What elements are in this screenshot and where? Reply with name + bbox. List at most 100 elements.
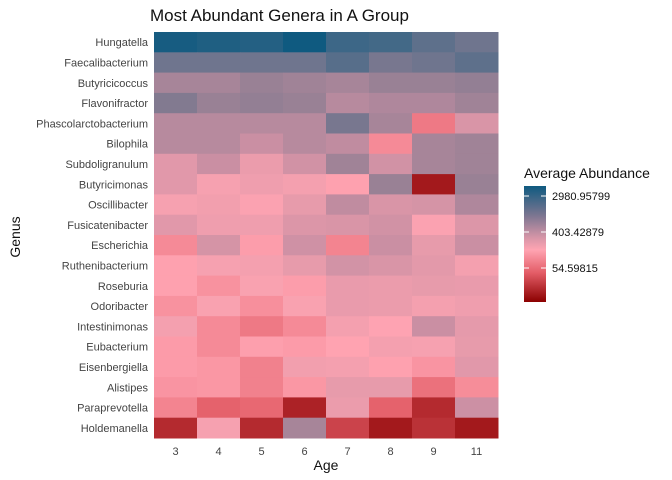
x-tick-label: 8: [387, 446, 393, 458]
heatmap-cell: [326, 52, 370, 74]
legend-tick-label: 403.42879: [552, 227, 604, 239]
heatmap-cell: [240, 275, 284, 297]
heatmap-cell: [154, 113, 198, 134]
heatmap-cell: [154, 336, 198, 358]
heatmap-cell: [369, 397, 413, 419]
y-axis-label: Genus: [7, 216, 23, 257]
heatmap-cell: [455, 417, 499, 439]
legend-tick-label: 2980.95799: [552, 191, 610, 203]
heatmap-cell: [412, 295, 456, 317]
y-tick-label: Oscillibacter: [88, 200, 148, 212]
y-tick-label: Escherichia: [91, 240, 149, 252]
x-tick-label: 6: [301, 446, 307, 458]
heatmap-cell: [197, 113, 241, 134]
heatmap-cell: [283, 133, 327, 155]
heatmap-cell: [197, 32, 241, 53]
heatmap-cell: [240, 336, 284, 358]
heatmap-cell: [369, 153, 413, 175]
heatmap-cell: [154, 52, 198, 74]
legend-tick-label: 54.59815: [552, 263, 598, 275]
heatmap-cell: [240, 92, 284, 114]
heatmap-cell: [283, 397, 327, 419]
legend-colorbar: [524, 186, 546, 302]
heatmap-cell: [197, 377, 241, 398]
heatmap-cell: [369, 32, 413, 53]
heatmap-cell: [369, 113, 413, 134]
heatmap-cell: [240, 113, 284, 134]
y-tick-label: Phascolarctobacterium: [36, 118, 148, 130]
heatmap-cell: [412, 133, 456, 155]
legend: Average Abundance 2980.95799 403.42879 54.…: [524, 165, 650, 302]
heatmap-cell: [240, 235, 284, 256]
x-axis-label: Age: [314, 457, 339, 473]
heatmap-cell: [369, 377, 413, 398]
heatmap-cell: [455, 336, 499, 358]
heatmap-cell: [455, 275, 499, 297]
heatmap-cell: [326, 113, 370, 134]
y-tick-label: Eubacterium: [86, 342, 148, 354]
y-tick-label: Fusicatenibacter: [67, 220, 148, 232]
y-tick-label: Butyricicoccus: [78, 78, 149, 90]
heatmap-cell: [283, 295, 327, 317]
heatmap-cell: [369, 235, 413, 256]
heatmap-cell: [412, 417, 456, 439]
heatmap-cell: [412, 255, 456, 277]
heatmap-cell: [240, 214, 284, 236]
heatmap-cell: [326, 174, 370, 195]
heatmap-cell: [154, 153, 198, 175]
heatmap-cell: [240, 174, 284, 195]
heatmap-cell: [240, 72, 284, 94]
heatmap-cell: [154, 417, 198, 439]
heatmap-cell: [412, 356, 456, 378]
heatmap-cell: [326, 214, 370, 236]
heatmap-cell: [197, 255, 241, 277]
heatmap-cell: [326, 235, 370, 256]
heatmap-cell: [455, 316, 499, 337]
heatmap-cell: [326, 377, 370, 398]
heatmap-cell: [455, 133, 499, 155]
x-tick-labels: 3 4 5 6 7 8 9 11: [172, 446, 482, 458]
heatmap-cell: [154, 275, 198, 297]
heatmap-cell: [369, 214, 413, 236]
heatmap-cell: [283, 316, 327, 337]
x-tick-label: 3: [172, 446, 178, 458]
heatmap-cell: [412, 52, 456, 74]
heatmap-cell: [455, 295, 499, 317]
heatmap-cell: [326, 72, 370, 94]
x-tick-label: 9: [430, 446, 436, 458]
heatmap-cell: [369, 295, 413, 317]
heatmap-cell: [369, 92, 413, 114]
heatmap-cell: [154, 32, 198, 53]
heatmap-cell: [283, 194, 327, 216]
y-tick-label: Hungatella: [95, 37, 148, 49]
heatmap-cell: [154, 295, 198, 317]
heatmap-cell: [326, 356, 370, 378]
heatmap-cell: [240, 356, 284, 378]
y-tick-label: Holdemanella: [81, 423, 149, 435]
heatmap-cell: [197, 174, 241, 195]
heatmap-cell: [369, 356, 413, 378]
y-tick-label: Butyricimonas: [79, 179, 149, 191]
y-tick-label: Intestinimonas: [77, 321, 148, 333]
heatmap-cell: [326, 336, 370, 358]
y-tick-label: Alistipes: [107, 382, 148, 394]
heatmap-cell: [412, 214, 456, 236]
heatmap-cell: [412, 397, 456, 419]
heatmap-cell: [240, 32, 284, 53]
heatmap-cell: [154, 133, 198, 155]
heatmap-cell: [197, 295, 241, 317]
heatmap-cell: [197, 194, 241, 216]
heatmap-cell: [412, 377, 456, 398]
heatmap-cell: [455, 356, 499, 378]
heatmap-cell: [369, 255, 413, 277]
heatmap-cell: [240, 316, 284, 337]
y-tick-labels: Hungatella Faecalibacterium Butyricicoccus…: [36, 37, 149, 435]
heatmap-cell: [154, 397, 198, 419]
x-tick-label: 4: [215, 446, 221, 458]
heatmap-cell: [455, 32, 499, 53]
heatmap-cell: [412, 92, 456, 114]
heatmap-cell: [455, 235, 499, 256]
y-tick-label: Ruthenibacterium: [62, 260, 148, 272]
heatmap-cell: [412, 113, 456, 134]
y-tick-label: Faecalibacterium: [64, 57, 148, 69]
